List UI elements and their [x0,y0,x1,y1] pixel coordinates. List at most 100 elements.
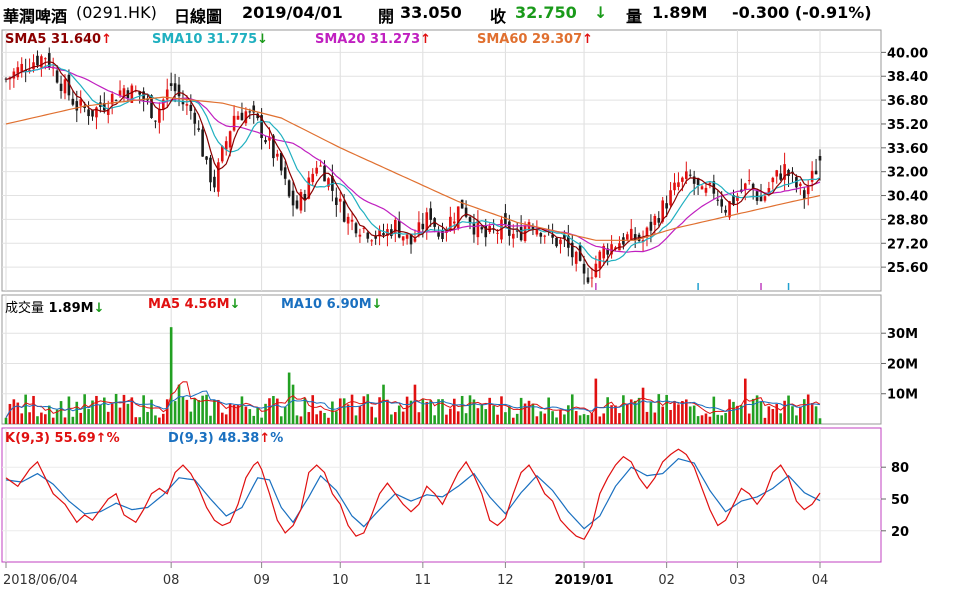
volume-bar [606,397,609,424]
volume-bar [268,398,271,424]
candle-body [515,230,519,232]
volume-bar [378,397,381,424]
volume-bar [665,394,668,424]
volume-bar [567,405,570,424]
volume-bar [260,417,263,424]
volume-bar [118,407,122,424]
volume-bar [382,384,385,424]
sma10-legend: SMA10 31.775↓ [152,32,268,47]
volume-bar [16,402,20,424]
volume-bar [653,412,657,424]
candle-body [657,218,661,223]
vol-ma10-value: 6.90M [326,297,372,312]
candle-body [795,177,798,188]
volume-bar [32,395,35,424]
volume-bar [110,403,114,424]
volume-bar [323,412,326,424]
price-tick-label: 33.60 [887,142,928,157]
candle-body [594,263,598,278]
candle-body [602,245,606,259]
volume-bar [28,412,31,424]
volume-bar [708,416,712,424]
candle-body [59,83,63,91]
candle-body [464,207,468,217]
candle-body [492,228,495,230]
d-label: D(9,3) [168,431,214,446]
kd-panel-frame [1,427,882,563]
volume-bar [724,412,727,424]
candle-body [394,219,397,234]
volume-bar [771,409,775,424]
candle-body [720,199,723,207]
volume-bar [775,403,779,424]
volume-bar [417,412,421,424]
candle-body [409,233,413,245]
volume-bar [543,413,547,424]
volume-bar [582,414,586,424]
close-label: 收 [490,7,507,26]
volume-bar [228,403,232,424]
candle-body [236,115,240,120]
volume-bar [122,394,126,424]
candle-body [629,228,633,240]
candle-body [71,98,75,105]
volume-bar [405,396,409,424]
candle-body [67,74,71,96]
candle-body [578,245,582,261]
volume-bar [633,400,637,424]
volume-bar [464,413,468,424]
volume-bar [527,400,531,424]
candle-body [228,131,232,148]
volume-bar [496,414,499,424]
volume-bar [24,394,27,424]
volume-bar [201,395,204,424]
sma5-line [5,61,821,273]
volume-bar [747,413,751,424]
volume-bar [802,399,806,424]
volume-bar [787,395,790,424]
chart-period: 日線圖 [174,7,223,26]
candle-body [217,162,220,192]
candle-body [429,208,432,220]
volume-bar [563,414,566,424]
volume-label: 量 [626,7,643,26]
kd-tick-label: 20 [891,525,909,540]
candle-body [763,196,767,201]
candle-body [63,79,67,94]
candle-body [118,90,122,97]
candle-body [692,176,696,184]
k-up-arrow-icon: ↑ [95,431,107,446]
candle-body [193,112,197,124]
volume-bar [220,412,224,424]
volume-tick-label: 20M [887,357,918,372]
candle-body [397,220,401,238]
candle-body [665,203,668,209]
candle-body [197,128,200,130]
candle-body [240,112,244,121]
candle-body [205,156,208,160]
volume-bar [217,399,220,424]
candle-body [16,67,20,78]
volume-bar [138,417,142,424]
volume-bar [598,416,602,424]
volume-bar [637,397,641,424]
candle-body [559,239,562,245]
candle-body [366,232,370,239]
candle-body [319,165,322,167]
candle-body [684,171,688,179]
sma20-up-arrow-icon: ↑ [420,32,432,47]
candle-body [437,232,440,237]
candle-body [543,235,547,237]
volume-bar [456,411,460,424]
volume-bar [165,399,169,424]
candle-body [36,55,39,66]
change-value: -0.300 (-0.91%) [732,3,872,22]
candle-body [496,232,499,234]
volume-bar [677,404,680,424]
volume-bar [374,417,377,424]
volume-bar [594,378,598,424]
volume-bar [629,399,633,424]
x-tick-label: 2019/01 [555,573,614,588]
volume-bar [181,396,185,424]
volume-bar [488,397,491,424]
